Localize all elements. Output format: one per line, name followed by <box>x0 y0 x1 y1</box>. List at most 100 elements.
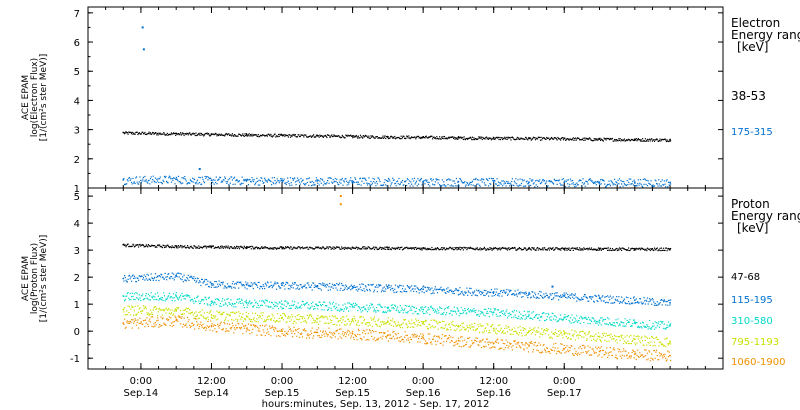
data-point <box>419 310 421 312</box>
data-point <box>191 298 193 301</box>
data-point <box>235 282 237 284</box>
data-point <box>296 248 298 250</box>
data-point <box>250 135 252 137</box>
data-point <box>481 181 483 183</box>
data-point <box>624 302 626 304</box>
data-point <box>542 297 544 299</box>
data-point <box>499 136 501 139</box>
data-point <box>637 325 639 327</box>
data-point <box>568 319 570 321</box>
data-point <box>453 136 455 138</box>
data-point <box>435 320 437 322</box>
data-point <box>608 138 610 140</box>
data-point <box>505 185 507 187</box>
data-point <box>128 275 130 277</box>
data-point <box>477 290 479 292</box>
data-point <box>257 135 259 137</box>
data-point <box>124 244 126 246</box>
data-point <box>593 138 595 140</box>
data-point <box>135 292 137 294</box>
data-point <box>129 245 131 248</box>
data-point <box>365 309 367 311</box>
data-point <box>401 179 404 182</box>
data-point <box>247 316 249 318</box>
data-point <box>465 137 467 140</box>
data-point <box>511 310 513 312</box>
data-point <box>355 246 357 248</box>
data-point <box>341 179 343 181</box>
data-point <box>283 313 285 315</box>
data-point <box>358 288 360 290</box>
data-point <box>607 138 609 140</box>
data-point <box>384 323 386 325</box>
data-point <box>512 247 514 249</box>
data-point <box>373 246 375 248</box>
data-point <box>337 135 339 137</box>
data-point <box>224 134 226 136</box>
data-point <box>311 180 313 182</box>
data-point <box>189 276 191 278</box>
data-point <box>657 250 659 252</box>
data-point <box>233 135 235 137</box>
data-point <box>280 178 282 180</box>
data-point <box>126 132 128 134</box>
data-point <box>644 179 646 181</box>
data-point <box>636 185 638 187</box>
data-point <box>516 183 518 185</box>
data-point <box>570 138 572 141</box>
data-point <box>277 136 279 138</box>
data-point <box>625 184 628 186</box>
data-point <box>201 299 203 301</box>
data-point <box>551 182 553 184</box>
data-point <box>320 247 322 249</box>
data-point <box>454 289 456 292</box>
data-point <box>184 245 186 247</box>
data-point <box>414 136 416 138</box>
data-point <box>580 139 582 141</box>
data-point <box>580 330 582 332</box>
data-point <box>496 136 498 138</box>
data-point <box>336 135 338 137</box>
data-point <box>667 140 669 142</box>
data-point <box>273 284 275 286</box>
series-value-mark <box>598 297 601 300</box>
data-point <box>583 332 586 335</box>
data-point <box>578 320 580 322</box>
data-point <box>625 140 627 142</box>
data-point <box>140 276 142 278</box>
data-point <box>376 291 378 293</box>
data-point <box>651 327 653 329</box>
data-point <box>558 138 560 140</box>
data-point <box>418 292 420 294</box>
data-point <box>467 308 469 310</box>
data-point <box>578 137 580 139</box>
data-point <box>628 321 630 323</box>
data-point <box>423 137 425 139</box>
data-point <box>323 316 325 318</box>
data-point <box>177 179 179 182</box>
data-point <box>240 298 243 300</box>
series-value-mark <box>528 181 530 184</box>
data-point <box>450 184 453 186</box>
data-point <box>359 177 362 179</box>
data-point <box>183 313 185 315</box>
data-point <box>187 278 189 280</box>
data-point <box>552 313 554 315</box>
data-point <box>572 322 574 324</box>
data-point <box>126 132 128 134</box>
data-point <box>379 284 381 286</box>
data-point <box>343 316 345 318</box>
data-point <box>371 303 373 305</box>
data-point <box>562 139 565 141</box>
data-point <box>303 303 305 305</box>
data-point <box>259 300 261 302</box>
data-point <box>549 293 551 295</box>
data-point <box>219 177 222 179</box>
data-point <box>252 312 254 314</box>
data-point <box>422 286 424 288</box>
data-point <box>642 322 644 324</box>
data-point <box>362 246 364 248</box>
data-point <box>369 305 371 307</box>
data-point <box>546 318 548 321</box>
data-point <box>453 329 455 331</box>
